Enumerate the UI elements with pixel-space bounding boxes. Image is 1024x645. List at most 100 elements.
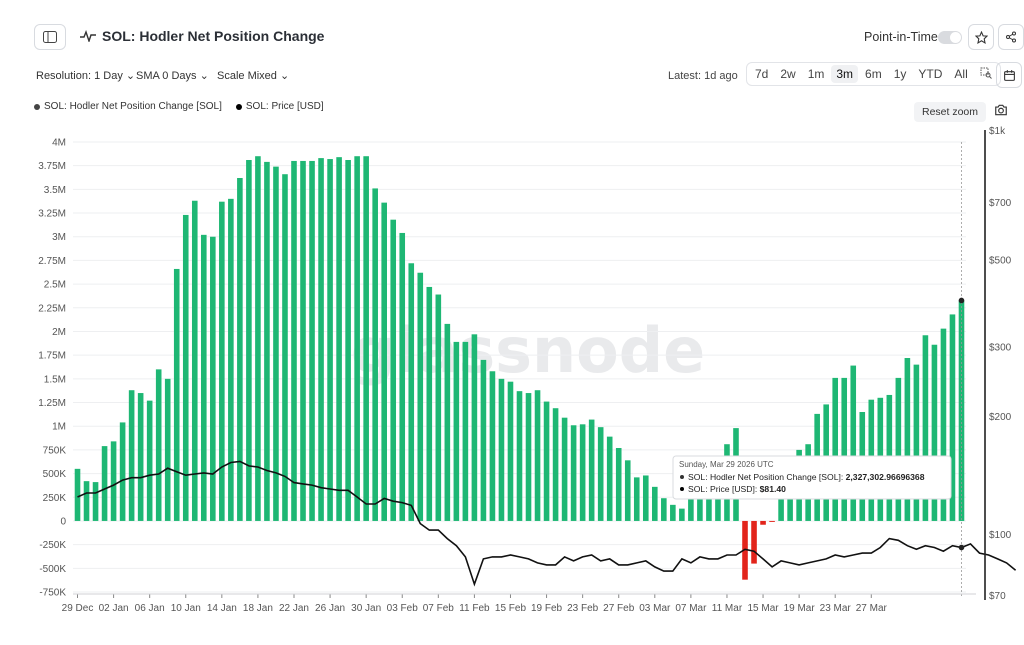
bar[interactable]: [210, 236, 216, 521]
bar[interactable]: [246, 160, 252, 521]
bar[interactable]: [570, 425, 577, 521]
bar[interactable]: [219, 201, 225, 521]
bar[interactable]: [904, 358, 911, 521]
bar[interactable]: [895, 377, 902, 521]
bar[interactable]: [173, 268, 180, 521]
bar[interactable]: [164, 378, 171, 521]
bar[interactable]: [318, 158, 324, 521]
bar[interactable]: [381, 202, 387, 521]
bar[interactable]: [498, 378, 505, 521]
point-in-time-toggle[interactable]: [938, 31, 962, 44]
bar[interactable]: [74, 468, 81, 521]
bar[interactable]: [507, 381, 514, 521]
bar[interactable]: [552, 408, 559, 521]
bar[interactable]: [255, 156, 261, 521]
bar[interactable]: [633, 477, 640, 521]
bar[interactable]: [769, 520, 775, 522]
sma-dropdown[interactable]: SMA 0 Days ⌄: [136, 69, 209, 82]
bar[interactable]: [345, 160, 351, 521]
scale-dropdown[interactable]: Scale Mixed ⌄: [217, 69, 289, 82]
bar[interactable]: [408, 263, 415, 521]
bar[interactable]: [182, 214, 189, 521]
reset-zoom-button[interactable]: Reset zoom: [914, 102, 987, 122]
bar[interactable]: [642, 475, 649, 521]
bar[interactable]: [742, 520, 748, 580]
range-ytd[interactable]: YTD: [918, 67, 943, 81]
bar[interactable]: [841, 377, 848, 521]
bar[interactable]: [688, 499, 694, 521]
bar[interactable]: [588, 419, 595, 521]
bar[interactable]: [561, 417, 568, 521]
bar[interactable]: [940, 328, 947, 521]
bar[interactable]: [652, 486, 658, 521]
bar[interactable]: [200, 234, 207, 521]
bar[interactable]: [264, 161, 270, 521]
bar[interactable]: [931, 344, 938, 521]
bar[interactable]: [922, 335, 929, 521]
bar[interactable]: [670, 504, 676, 521]
bar[interactable]: [525, 393, 532, 521]
bar[interactable]: [101, 446, 108, 521]
bar[interactable]: [597, 427, 604, 521]
bar[interactable]: [228, 198, 234, 521]
bar[interactable]: [787, 478, 793, 521]
legend-item-price[interactable]: SOL: Price [USD]: [235, 101, 324, 112]
bar[interactable]: [137, 393, 144, 521]
bar[interactable]: [110, 441, 117, 521]
bar[interactable]: [453, 341, 460, 521]
bar[interactable]: [417, 272, 424, 521]
bar[interactable]: [697, 487, 703, 521]
bar[interactable]: [615, 448, 622, 521]
bar[interactable]: [706, 478, 712, 521]
chart-plot[interactable]: glassnode4M3.75M3.5M3.25M3M2.75M2.5M2.25…: [18, 12, 1022, 632]
bar[interactable]: [237, 178, 243, 521]
bar[interactable]: [300, 160, 306, 521]
bar[interactable]: [327, 159, 333, 521]
range-2w[interactable]: 2w: [780, 67, 796, 81]
range-1y[interactable]: 1y: [893, 67, 907, 81]
bar[interactable]: [435, 294, 442, 521]
bar[interactable]: [363, 156, 369, 521]
bar[interactable]: [92, 482, 99, 521]
bar[interactable]: [191, 200, 198, 521]
bar[interactable]: [426, 286, 433, 521]
bar[interactable]: [119, 422, 126, 521]
bar[interactable]: [372, 188, 378, 521]
range-6m[interactable]: 6m: [865, 67, 882, 81]
calendar-button[interactable]: [996, 62, 1022, 88]
bar[interactable]: [949, 314, 956, 521]
bar[interactable]: [444, 323, 451, 521]
bar[interactable]: [516, 391, 523, 521]
bar[interactable]: [128, 390, 135, 521]
bar[interactable]: [850, 365, 857, 521]
bar[interactable]: [462, 341, 469, 521]
range-7d[interactable]: 7d: [755, 67, 769, 81]
legend-item-net-position[interactable]: SOL: Hodler Net Position Change [SOL]: [34, 101, 222, 112]
range-all[interactable]: All: [954, 67, 968, 81]
sidebar-toggle-button[interactable]: [34, 24, 66, 50]
bar[interactable]: [661, 498, 667, 521]
zoom-select-icon[interactable]: [975, 65, 997, 84]
bar[interactable]: [336, 157, 342, 521]
range-1m[interactable]: 1m: [807, 67, 825, 81]
bar[interactable]: [751, 520, 757, 564]
price-line[interactable]: [77, 460, 1017, 587]
bar[interactable]: [778, 495, 784, 521]
bar[interactable]: [534, 390, 541, 521]
bar[interactable]: [309, 160, 315, 521]
bar[interactable]: [146, 400, 153, 521]
bar[interactable]: [679, 508, 685, 521]
resolution-dropdown[interactable]: Resolution: 1 Day ⌄: [36, 69, 135, 82]
bar[interactable]: [471, 334, 478, 521]
bar[interactable]: [83, 481, 90, 521]
bar[interactable]: [390, 219, 397, 521]
bar[interactable]: [579, 424, 586, 521]
bar[interactable]: [273, 166, 279, 521]
bar[interactable]: [480, 359, 487, 521]
bar[interactable]: [489, 371, 496, 521]
bar[interactable]: [354, 156, 360, 521]
bar[interactable]: [913, 364, 920, 521]
bar[interactable]: [624, 460, 631, 521]
bar[interactable]: [760, 520, 766, 525]
bar[interactable]: [606, 436, 613, 521]
